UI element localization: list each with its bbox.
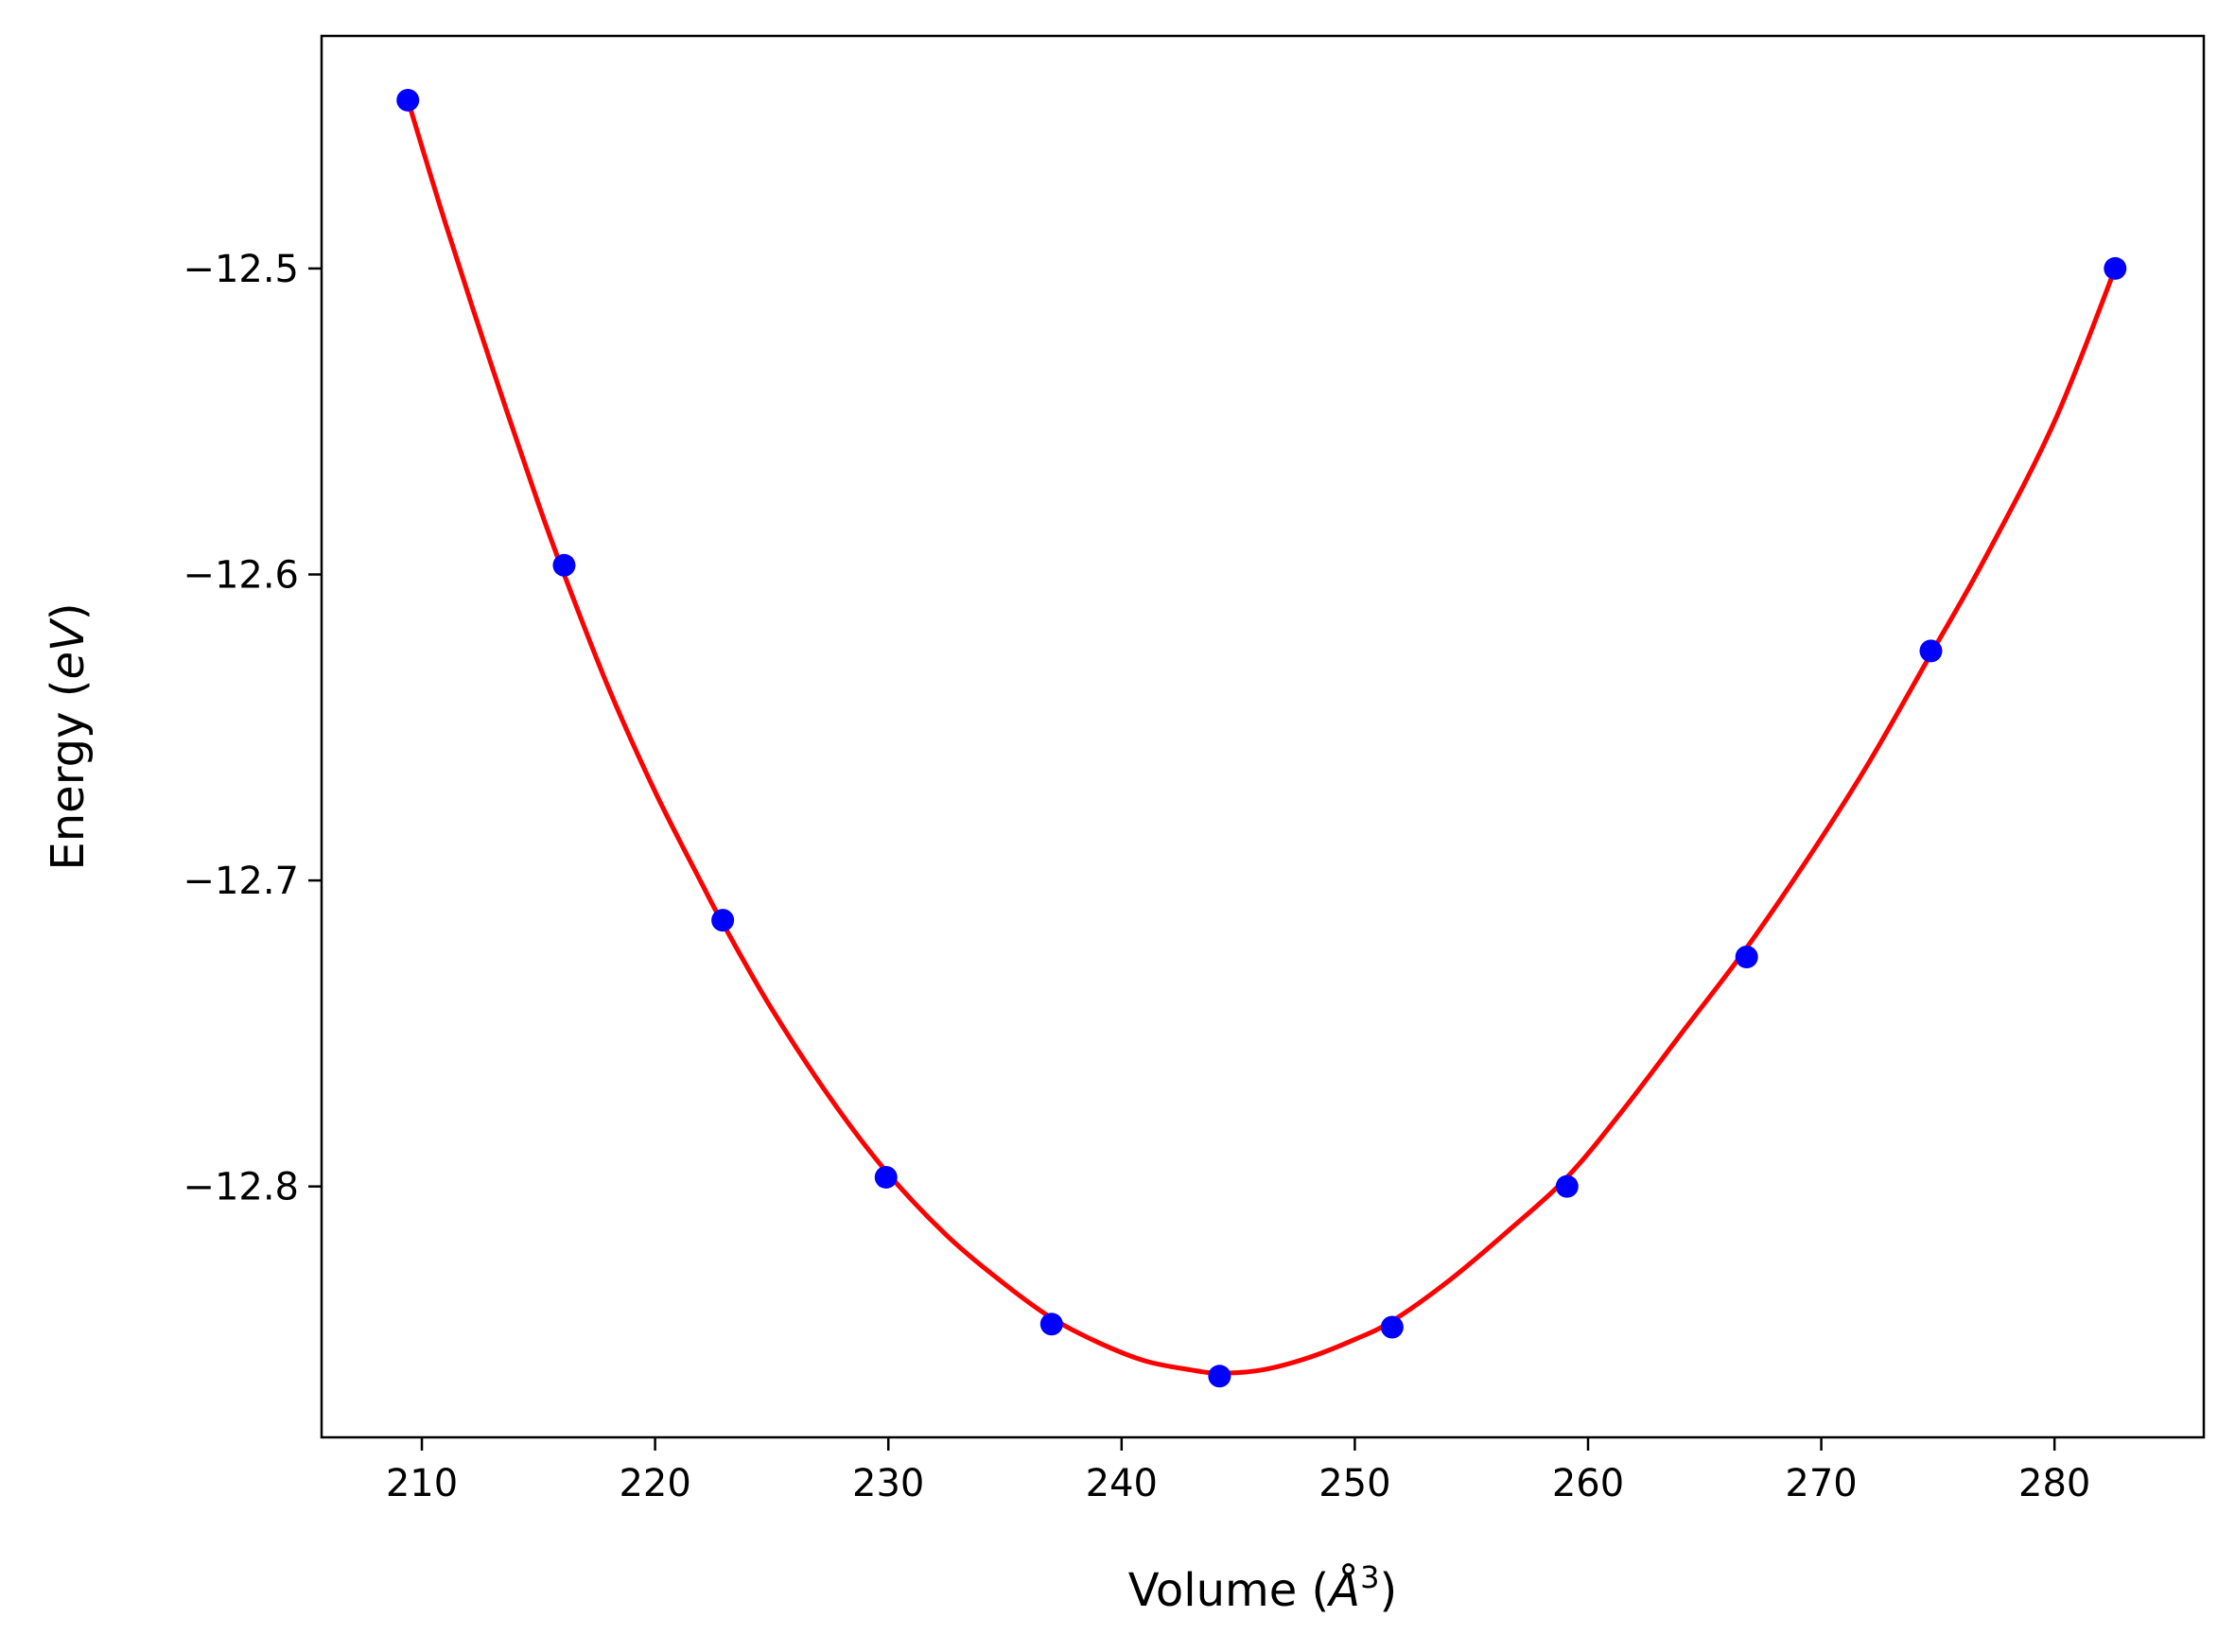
data-point [2104, 256, 2127, 280]
x-tick-label: 270 [1785, 1462, 1857, 1505]
data-point [1208, 1365, 1231, 1388]
x-tick-label: 260 [1552, 1462, 1624, 1505]
x-tick-label: 280 [2018, 1462, 2090, 1505]
x-tick-label: 210 [386, 1462, 458, 1505]
x-axis: 210 220 230 240 250 260 270 280 [386, 1437, 2090, 1505]
data-point [552, 553, 576, 577]
data-point [396, 88, 420, 112]
x-tick-label: 240 [1086, 1462, 1158, 1505]
x-tick-label: 230 [852, 1462, 924, 1505]
x-tick-label: 250 [1318, 1462, 1390, 1505]
axes-frame [320, 34, 2206, 1439]
data-point [711, 909, 735, 932]
plot-area [396, 88, 2127, 1388]
y-tick-label: −12.8 [183, 1166, 299, 1209]
y-axis: −12.5 −12.6 −12.7 −12.8 [183, 248, 322, 1209]
y-axis-title: Energy (eV) [42, 602, 95, 870]
data-point [1919, 639, 1943, 663]
x-tick-label: 220 [619, 1462, 690, 1505]
data-point [1380, 1315, 1404, 1339]
fit-curve [405, 99, 2118, 1376]
y-tick-label: −12.5 [183, 248, 299, 291]
x-axis-title: Volume (Å3) [1128, 1559, 1397, 1617]
y-tick-label: −12.7 [183, 860, 299, 903]
data-point [1039, 1313, 1063, 1336]
data-point [874, 1165, 898, 1189]
y-tick-label: −12.6 [183, 554, 299, 598]
data-point [1555, 1174, 1579, 1198]
data-point [1735, 945, 1758, 968]
